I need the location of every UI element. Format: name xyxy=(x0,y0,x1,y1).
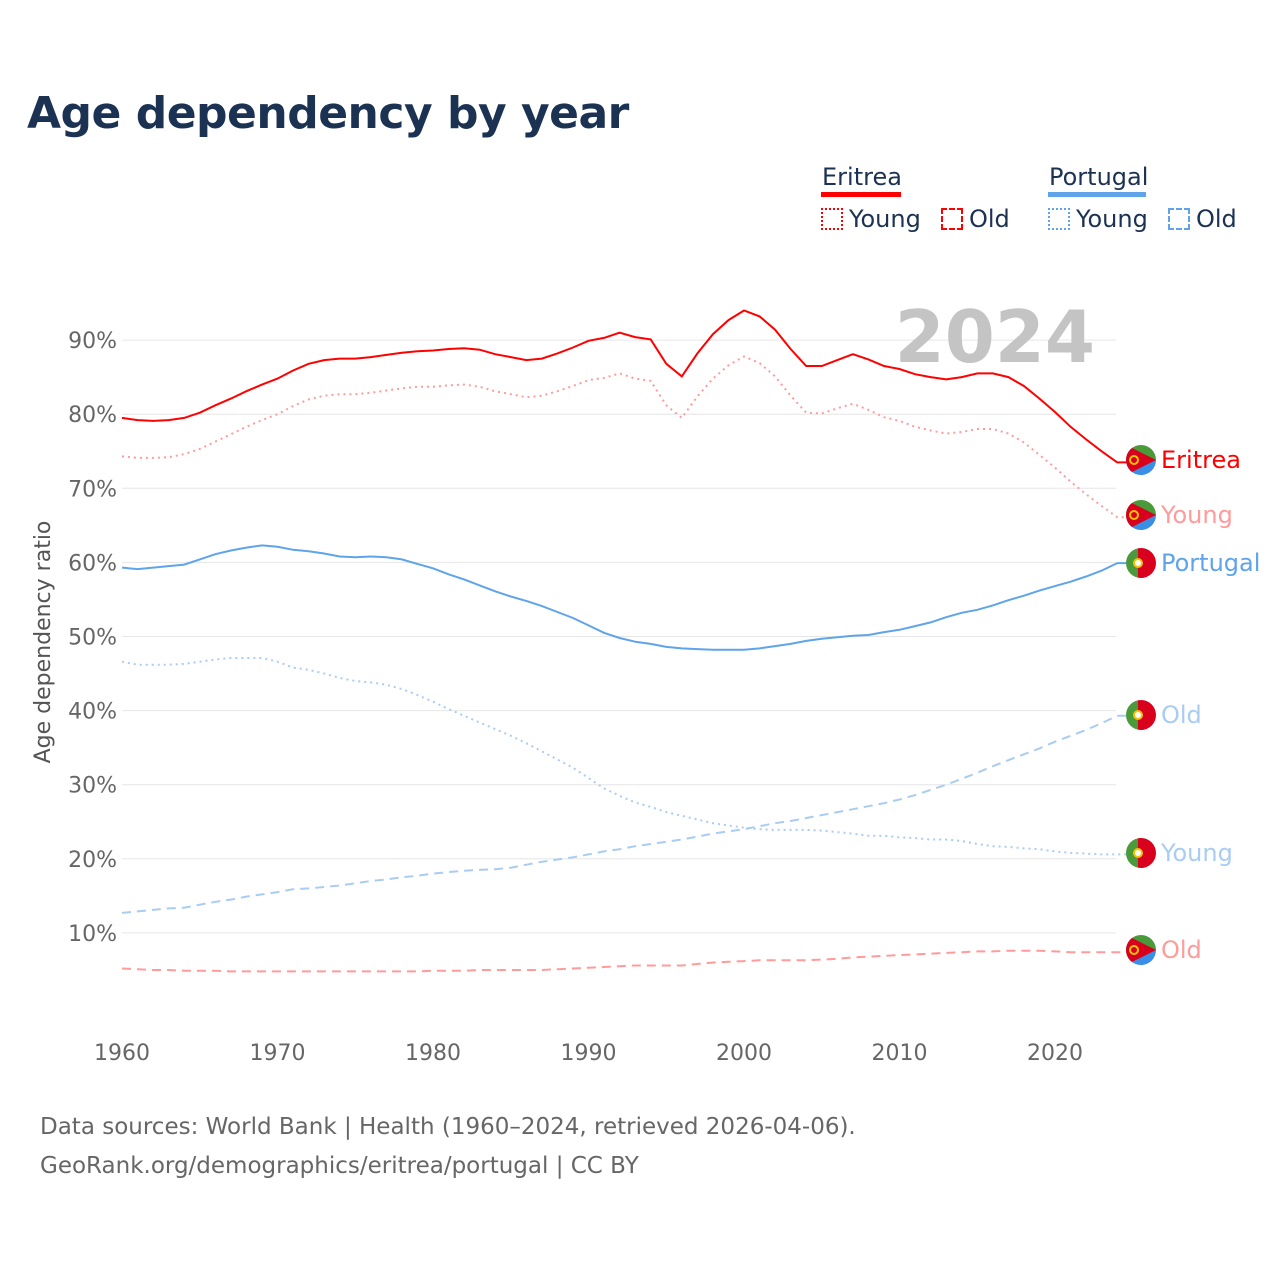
legend-eritrea-swatch xyxy=(821,192,901,197)
legend-portugal-young[interactable]: Young xyxy=(1048,205,1148,233)
dashed-swatch-icon xyxy=(941,208,963,230)
dotted-swatch-icon xyxy=(821,208,843,230)
y-tick-label: 30% xyxy=(68,774,117,799)
y-tick-label: 40% xyxy=(68,700,117,725)
y-tick-label: 80% xyxy=(68,403,117,428)
source-note: Data sources: World Bank | Health (1960–… xyxy=(40,1108,856,1186)
series-line-portugal-young[interactable] xyxy=(121,657,1130,856)
legend-eritrea[interactable]: Eritrea xyxy=(822,163,902,191)
series-line-portugal[interactable] xyxy=(121,544,1130,651)
x-tick-label: 2000 xyxy=(716,1041,772,1066)
x-tick-label: 1970 xyxy=(250,1041,306,1066)
x-tick-label: 1980 xyxy=(405,1041,461,1066)
y-axis-label: Age dependency ratio xyxy=(31,521,56,764)
eritrea-flag-icon xyxy=(1126,445,1156,475)
legend-label: Old xyxy=(969,205,1010,233)
y-tick-label: 50% xyxy=(68,626,117,651)
end-label: Old xyxy=(1161,936,1202,964)
end-label: Portugal xyxy=(1161,549,1260,577)
eritrea-flag-icon xyxy=(1126,935,1156,965)
legend-label: Young xyxy=(1076,205,1148,233)
y-tick-label: 10% xyxy=(68,922,117,947)
source-link[interactable]: GeoRank.org/demographics/eritrea/portuga… xyxy=(40,1153,639,1179)
legend-eritrea-young[interactable]: Young xyxy=(821,205,921,233)
y-tick-label: 20% xyxy=(68,848,117,873)
dotted-swatch-icon xyxy=(1048,208,1070,230)
legend-label: Old xyxy=(1196,205,1237,233)
portugal-flag-icon xyxy=(1126,700,1156,730)
legend-eritrea-old[interactable]: Old xyxy=(941,205,1010,233)
x-tick-label: 2020 xyxy=(1027,1041,1083,1066)
portugal-flag-icon xyxy=(1126,838,1156,868)
eritrea-flag-icon xyxy=(1126,500,1156,530)
end-label: Young xyxy=(1160,839,1233,867)
source-line: Data sources: World Bank | Health (1960–… xyxy=(40,1114,856,1140)
x-tick-label: 1990 xyxy=(561,1041,617,1066)
year-watermark: 2024 xyxy=(895,295,1095,379)
y-tick-label: 60% xyxy=(68,551,117,576)
portugal-flag-icon xyxy=(1126,548,1156,578)
series-line-eritrea-old[interactable] xyxy=(121,949,1130,973)
y-tick-label: 70% xyxy=(68,477,117,502)
end-label: Eritrea xyxy=(1161,446,1241,474)
x-tick-label: 1960 xyxy=(94,1041,150,1066)
dashed-swatch-icon xyxy=(1168,208,1190,230)
end-label: Young xyxy=(1160,501,1233,529)
series-line-eritrea-young[interactable] xyxy=(121,355,1130,519)
legend-portugal-swatch xyxy=(1048,192,1146,197)
legend-label: Young xyxy=(849,205,921,233)
series-line-portugal-old[interactable] xyxy=(121,714,1130,914)
legend-portugal[interactable]: Portugal xyxy=(1049,163,1149,191)
end-label: Old xyxy=(1161,701,1202,729)
y-tick-label: 90% xyxy=(68,329,117,354)
series-line-eritrea[interactable] xyxy=(121,309,1130,464)
x-tick-label: 2010 xyxy=(872,1041,928,1066)
page-title: Age dependency by year xyxy=(27,88,629,139)
legend-portugal-old[interactable]: Old xyxy=(1168,205,1237,233)
